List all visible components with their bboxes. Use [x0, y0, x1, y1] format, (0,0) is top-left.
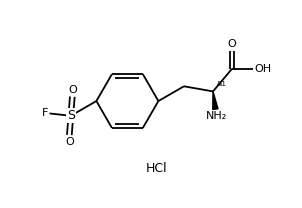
Text: S: S [67, 109, 75, 122]
Text: NH₂: NH₂ [206, 111, 227, 121]
Polygon shape [213, 91, 218, 109]
Text: O: O [65, 137, 74, 147]
Text: O: O [228, 39, 236, 49]
Text: OH: OH [254, 64, 271, 74]
Text: &1: &1 [217, 81, 226, 87]
Text: F: F [41, 108, 48, 118]
Text: O: O [68, 85, 77, 95]
Text: HCl: HCl [146, 162, 168, 175]
